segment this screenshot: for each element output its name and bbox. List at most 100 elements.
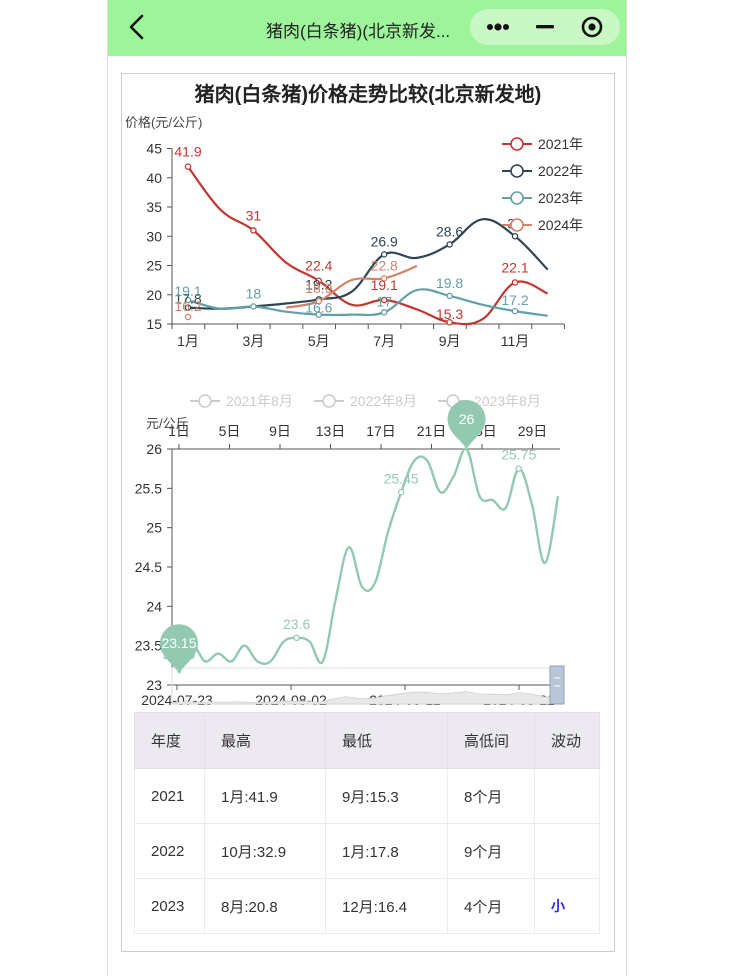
y-tick-label: 35: [146, 199, 162, 215]
data-point: [515, 465, 522, 472]
col-header: 波动: [534, 712, 600, 769]
data-point: [184, 296, 192, 304]
data-point: [184, 304, 192, 311]
y-tick-label: 24.5: [135, 559, 162, 575]
data-label: 31: [246, 207, 262, 223]
data-point: [511, 232, 519, 240]
col-header: 最低: [325, 712, 448, 769]
top-tick-label: 9日: [269, 423, 291, 439]
legend-item[interactable]: 2021年: [502, 136, 583, 152]
table-row: 2022 10月:32.9 1月:17.8 9个月: [134, 823, 600, 879]
x-date-label: 2024-07-23: [141, 692, 213, 708]
legend-item[interactable]: 2023年: [502, 190, 583, 206]
table-row: 2021 1月:41.9 9月:15.3 8个月: [134, 768, 600, 824]
data-label: 23.6: [283, 616, 310, 632]
data-point: [380, 251, 388, 258]
x-tick-label: 1月: [177, 333, 199, 349]
data-label: 23.15: [163, 647, 196, 662]
data-point: [293, 634, 300, 641]
y-tick-label: 40: [146, 170, 162, 186]
top-tick-label: 17日: [366, 423, 396, 439]
x-tick-label: 7月: [373, 333, 395, 349]
y-tick-label: 15: [146, 316, 162, 332]
data-label: 41.9: [174, 144, 201, 160]
data-point: [511, 279, 519, 286]
col-header: 高低间: [447, 712, 535, 769]
legend-item-inactive[interactable]: 2022年8月: [314, 393, 417, 409]
table-cell: 8个月: [447, 768, 535, 824]
history-trend-chart: 2021年8月 2022年8月 2023年8月 元/公斤 26 25.5 25 24.5 2…: [135, 393, 565, 756]
page-title: 猪肉(白条猪)(北京新发...: [266, 22, 451, 41]
col-header: 年度: [134, 712, 205, 769]
data-label: 17.2: [501, 292, 528, 308]
svg-text:2024年: 2024年: [538, 217, 583, 233]
legend-item-inactive[interactable]: 2021年8月: [190, 393, 293, 409]
data-point: [380, 296, 388, 304]
data-label: 25.45: [384, 470, 419, 486]
table-cell: 12月:16.4: [325, 878, 448, 934]
data-point: [184, 163, 192, 170]
svg-text:23.15: 23.15: [161, 635, 196, 651]
data-label: 19.1: [371, 277, 398, 293]
chevron-left-icon[interactable]: [122, 12, 152, 42]
data-label: 19.2: [305, 276, 332, 292]
table-cell: 2022: [134, 823, 205, 879]
volatility-cell: 小: [534, 878, 600, 934]
data-point: [250, 303, 257, 310]
data-label: 17: [376, 293, 392, 309]
data-point: [250, 227, 257, 234]
data-point: [315, 297, 323, 305]
table-cell: [534, 768, 600, 824]
y-axis-label: 元/公斤: [146, 416, 189, 431]
series-line: [187, 165, 549, 326]
x-tick-label: 11月: [501, 333, 530, 349]
y-tick-label: 24: [146, 598, 162, 614]
mark-point-pin: 23.15: [160, 624, 198, 674]
datazoom-handle[interactable]: [549, 665, 565, 705]
target-icon[interactable]: [570, 9, 614, 45]
data-label: 19.8: [436, 275, 463, 291]
data-label: 25.75: [501, 447, 536, 463]
svg-text:2023年8月: 2023年8月: [474, 393, 541, 409]
data-label: 22.8: [371, 257, 398, 273]
x-tick-label: 9月: [439, 333, 461, 349]
data-label: 28.6: [436, 223, 463, 239]
data-point: [315, 311, 323, 318]
svg-text:2021年: 2021年: [538, 136, 583, 152]
series-line: [187, 218, 549, 310]
y-tick-label: 25.5: [135, 480, 162, 496]
y-tick-label: 20: [146, 287, 162, 303]
series-line: [285, 265, 418, 309]
data-point: [446, 318, 453, 326]
y-tick-label: 45: [146, 141, 162, 157]
top-tick-label: 1日: [168, 423, 190, 439]
table-cell: 8月:20.8: [204, 878, 326, 934]
y-tick-label: 23: [146, 677, 162, 693]
series-line: [177, 447, 560, 674]
top-tick-label: 21日: [417, 423, 447, 439]
data-label: 19.1: [174, 283, 201, 299]
legend-item[interactable]: 2024年: [502, 217, 583, 233]
y-axis-label: 价格(元/公斤): [125, 115, 202, 130]
svg-text:2021年8月: 2021年8月: [226, 393, 293, 409]
data-label: 17.8: [174, 291, 201, 307]
table-cell: 2023: [134, 878, 205, 934]
datazoom-preview: [171, 691, 561, 705]
nav-bar: 猪肉(白条猪)(北京新发...: [108, 0, 626, 56]
more-dots-icon[interactable]: [476, 9, 520, 45]
phone-screen: 猪肉(白条猪)(北京新发... 猪肉(白条猪)价格走势比较(北京新发地) 价格(…: [107, 0, 627, 976]
table-header-row: 年度 最高 最低 高低间 波动: [134, 712, 600, 769]
content-card: 猪肉(白条猪)价格走势比较(北京新发地) 价格(元/公斤) 45 40 35 30 25…: [121, 73, 615, 952]
col-header: 最高: [204, 712, 326, 769]
svg-text:26: 26: [459, 411, 475, 427]
data-label: 16.2: [174, 298, 201, 314]
table-row: 2023 8月:20.8 12月:16.4 4个月 小: [134, 878, 600, 934]
table-cell: 1月:41.9: [204, 768, 326, 824]
mark-point-pin: 26: [447, 400, 486, 449]
legend-item[interactable]: 2022年: [502, 163, 583, 179]
table-cell: 2021: [134, 768, 205, 824]
minus-icon[interactable]: [523, 9, 567, 45]
data-label: 16.6: [305, 300, 332, 316]
data-point: [397, 489, 405, 496]
y-tick-label: 26: [146, 441, 162, 457]
